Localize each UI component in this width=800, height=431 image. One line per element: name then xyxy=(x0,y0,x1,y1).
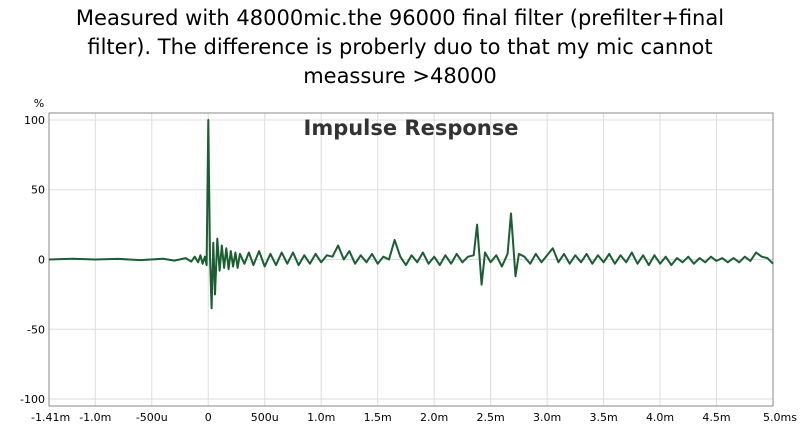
x-tick-label: -1.41m xyxy=(31,411,70,424)
x-tick-label: -500u xyxy=(136,411,168,424)
y-tick-label: -100 xyxy=(20,393,45,406)
x-tick-label: 5.0ms xyxy=(763,411,797,424)
y-tick-label: 50 xyxy=(31,184,45,197)
x-tick-label: 0 xyxy=(205,411,212,424)
caption-line: Measured with 48000mic.the 96000 final f… xyxy=(75,6,725,30)
y-tick-label: -50 xyxy=(27,323,45,336)
caption-line: meassure >48000 xyxy=(303,64,497,88)
caption-line: filter). The difference is proberly duo … xyxy=(87,35,713,59)
x-tick-label: -1.0m xyxy=(79,411,111,424)
impulse-response-line xyxy=(48,119,774,310)
x-ticks: -1.41m -1.0m -500u 0 500u 1.0m 1.5m 2.0m 2.5m 3.0… xyxy=(31,411,797,424)
x-tick-label: 2.0m xyxy=(420,411,448,424)
x-tick-label: 2.5m xyxy=(477,411,505,424)
x-tick-label: 4.5m xyxy=(702,411,730,424)
x-tick-label: 500u xyxy=(251,411,279,424)
x-tick-label: 3.0m xyxy=(533,411,561,424)
y-ticks: 100 50 0 -50 -100 xyxy=(20,114,45,406)
y-axis-unit: % xyxy=(34,97,44,110)
x-tick-label: 4.0m xyxy=(646,411,674,424)
x-tick-label: 1.0m xyxy=(307,411,335,424)
y-tick-label: 100 xyxy=(24,114,45,127)
chart-title: Impulse Response xyxy=(304,116,519,140)
x-tick-label: 3.5m xyxy=(589,411,617,424)
chart-caption: Measured with 48000mic.the 96000 final f… xyxy=(0,4,800,91)
y-tick-label: 0 xyxy=(38,254,45,267)
x-tick-label: 1.5m xyxy=(364,411,392,424)
